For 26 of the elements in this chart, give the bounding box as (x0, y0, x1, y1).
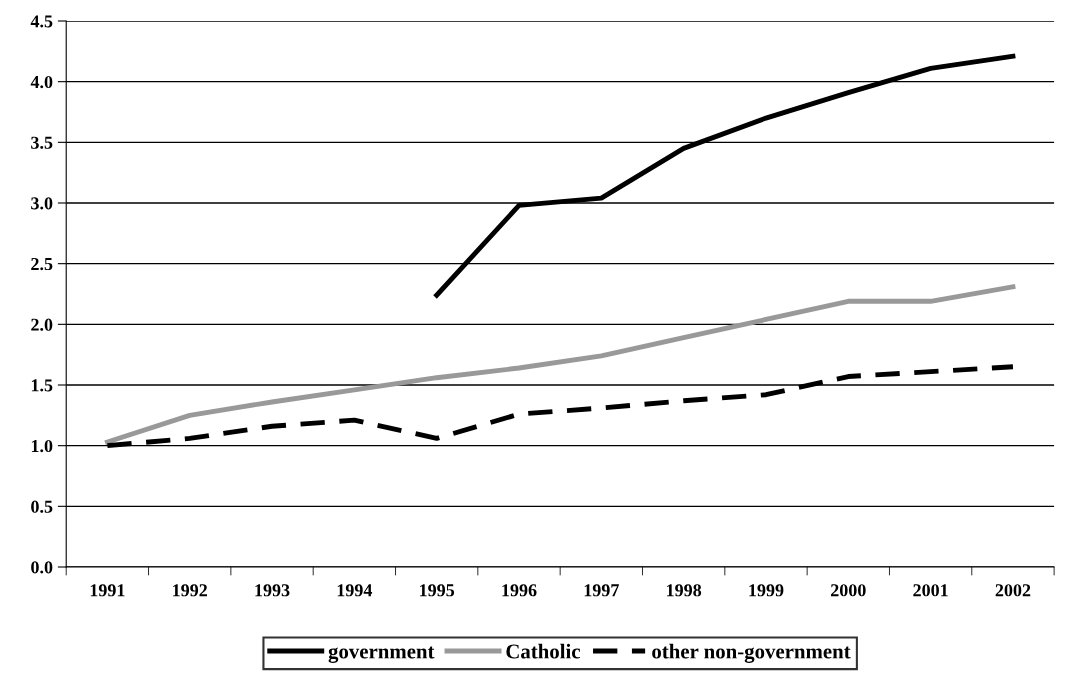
y-tick-label: 2.0 (31, 318, 53, 331)
x-tick-label: 1994 (337, 584, 373, 597)
x-tick-label: 1995 (420, 584, 455, 597)
x-tick-label: 2000 (831, 584, 866, 597)
y-tick-label: 4.0 (30, 75, 53, 89)
x-tick-label: 1998 (667, 584, 702, 597)
x-tick-label: 1993 (255, 584, 290, 597)
x-tick-label: 2002 (995, 584, 1031, 597)
y-tick-label: 0.5 (31, 500, 53, 513)
y-tick-label: 1.0 (31, 439, 53, 453)
x-tick-label: 1991 (90, 584, 125, 597)
legend-label: other non-government (652, 643, 851, 663)
x-tick-label: 1999 (749, 584, 784, 597)
x-tick-label: 2001 (913, 584, 948, 597)
x-tick-label: 1997 (584, 584, 619, 597)
legend-label: government (328, 646, 435, 663)
y-tick-label: 3.5 (31, 136, 53, 149)
line-series (104, 284, 1016, 445)
x-tick-label: 1996 (502, 584, 537, 597)
y-tick-label: 0.0 (31, 561, 53, 574)
y-tick-label: 1.5 (31, 379, 53, 392)
x-tick-label: 1992 (173, 584, 207, 597)
y-tick-label: 4.5 (30, 15, 53, 28)
legend-label: Catholic (506, 643, 581, 659)
y-tick-label: 3.0 (31, 197, 53, 210)
y-tick-label: 2.5 (31, 257, 53, 271)
